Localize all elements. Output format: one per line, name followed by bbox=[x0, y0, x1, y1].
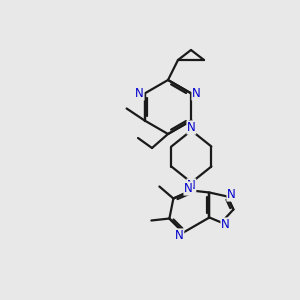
Text: N: N bbox=[135, 87, 144, 100]
Text: N: N bbox=[184, 182, 193, 195]
Text: N: N bbox=[192, 87, 201, 100]
Text: N: N bbox=[187, 179, 196, 192]
Text: N: N bbox=[175, 229, 184, 242]
Text: N: N bbox=[187, 121, 196, 134]
Text: N: N bbox=[221, 218, 230, 231]
Text: N: N bbox=[227, 188, 236, 201]
